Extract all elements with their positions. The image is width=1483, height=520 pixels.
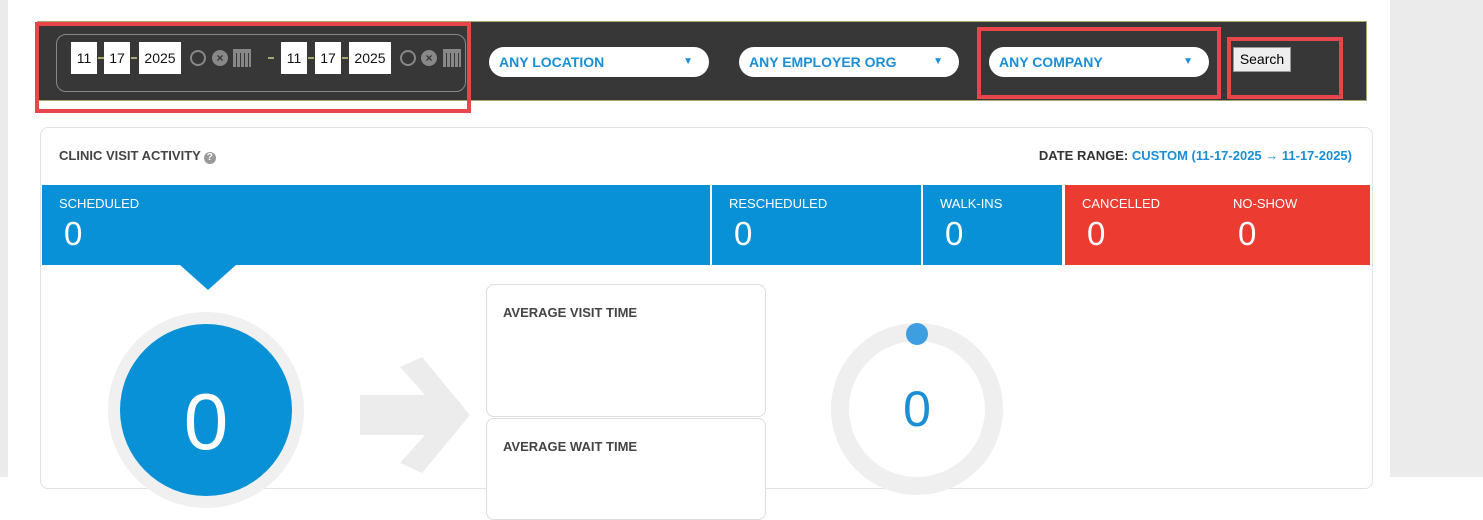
- pointer-triangle: [180, 265, 236, 290]
- location-value: ANY LOCATION: [499, 54, 605, 70]
- left-gutter: [0, 0, 8, 477]
- stat-cancelled-noshow: CANCELLED 0 NO-SHOW 0: [1065, 185, 1370, 265]
- scheduled-circle: 0: [108, 312, 304, 508]
- clock-icon[interactable]: [190, 50, 206, 66]
- clock-icon[interactable]: [400, 50, 416, 66]
- stat-no-show[interactable]: NO-SHOW: [1233, 196, 1298, 211]
- start-month-input[interactable]: 11: [71, 42, 97, 74]
- employer-org-select[interactable]: ANY EMPLOYER ORG ▼: [739, 47, 959, 77]
- average-wait-time-box: AVERAGE WAIT TIME: [486, 418, 766, 520]
- gauge-marker: [906, 323, 928, 345]
- caret-down-icon: ▼: [933, 56, 943, 67]
- help-icon[interactable]: ?: [203, 152, 216, 164]
- date-range: DATE RANGE: CUSTOM (11-17-2025 → 11-17-2…: [1038, 148, 1352, 163]
- start-day-input[interactable]: 17: [104, 42, 130, 74]
- stat-scheduled[interactable]: SCHEDULED 0: [42, 185, 710, 265]
- clear-icon[interactable]: ×: [212, 50, 228, 66]
- date-range-link[interactable]: CUSTOM (11-17-2025 → 11-17-2025): [1131, 148, 1352, 163]
- search-button[interactable]: Search: [1233, 47, 1291, 72]
- arrow-right-icon: [360, 357, 470, 473]
- calendar-icon[interactable]: [443, 49, 461, 67]
- highlight-box-search: [1227, 37, 1343, 99]
- caret-down-icon: ▼: [683, 56, 693, 67]
- stat-walk-ins[interactable]: WALK-INS 0: [923, 185, 1062, 265]
- right-gutter: [1390, 0, 1483, 477]
- company-select[interactable]: ANY COMPANY ▼: [989, 47, 1209, 77]
- donut-gauge: 0: [831, 323, 1003, 495]
- card-title: CLINIC VISIT ACTIVITY?: [59, 148, 216, 164]
- highlight-box-company: [977, 27, 1221, 99]
- calendar-icon[interactable]: [233, 49, 251, 67]
- location-select[interactable]: ANY LOCATION ▼: [489, 47, 709, 77]
- stat-cancelled[interactable]: CANCELLED: [1082, 196, 1161, 211]
- stat-rescheduled[interactable]: RESCHEDULED 0: [712, 185, 921, 265]
- end-month-input[interactable]: 11: [281, 42, 307, 74]
- employer-org-value: ANY EMPLOYER ORG: [749, 54, 897, 70]
- end-day-input[interactable]: 17: [315, 42, 341, 74]
- average-visit-time-box: AVERAGE VISIT TIME: [486, 284, 766, 417]
- end-year-input[interactable]: 2025: [349, 42, 391, 74]
- highlight-box-dates: [35, 22, 471, 113]
- company-value: ANY COMPANY: [999, 54, 1103, 70]
- date-range-group: [56, 34, 466, 92]
- start-year-input[interactable]: 2025: [139, 42, 181, 74]
- clear-icon[interactable]: ×: [421, 50, 437, 66]
- caret-down-icon: ▼: [1183, 56, 1193, 67]
